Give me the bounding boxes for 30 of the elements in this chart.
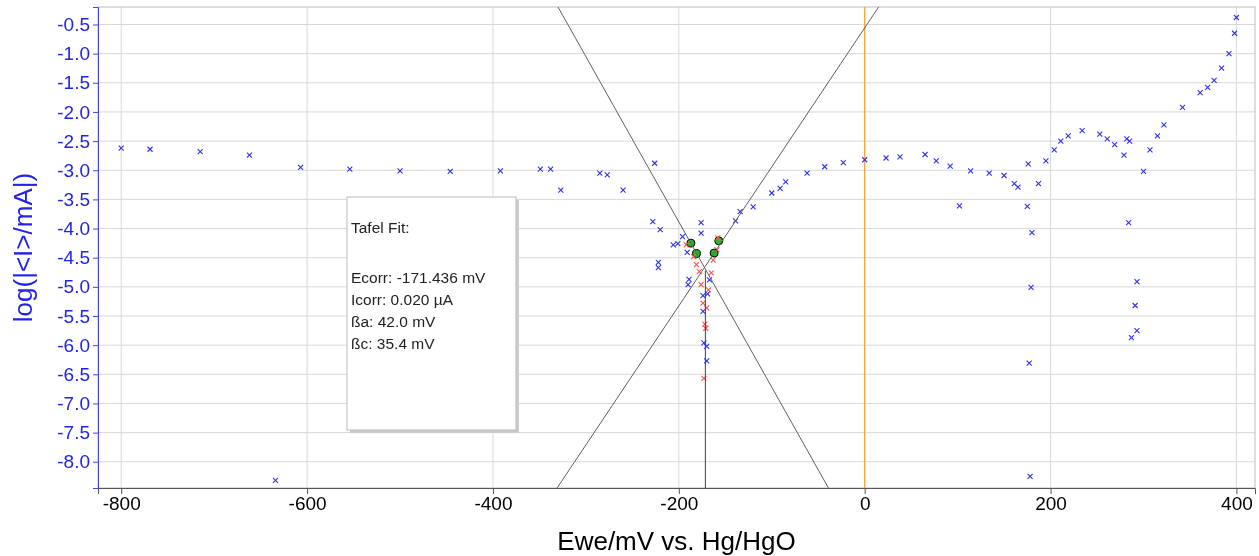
y-tick-label: -3.5 xyxy=(57,188,90,210)
y-tick-label: -6.5 xyxy=(57,363,90,385)
annotation: Tafel Fit: xyxy=(351,219,410,236)
x-tick-label: -800 xyxy=(102,493,141,515)
y-tick-label: -4.0 xyxy=(57,218,90,240)
y-tick-label: -2.0 xyxy=(57,101,90,123)
annotation: Ecorr: -171.436 mV xyxy=(351,269,487,286)
y-tick-label: -7.5 xyxy=(57,422,90,444)
y-tick-label: -2.5 xyxy=(57,130,90,152)
x-tick-label: 200 xyxy=(1035,493,1067,515)
x-tick-label: -600 xyxy=(288,493,327,515)
y-axis-title: log(|<I>/mA|) xyxy=(8,172,38,323)
y-tick-label: -1.0 xyxy=(57,43,90,65)
y-tick-label: -0.5 xyxy=(57,14,90,36)
y-tick-label: -6.0 xyxy=(57,334,90,356)
y-tick-label: -3.0 xyxy=(57,159,90,181)
y-tick-label: -5.0 xyxy=(57,276,90,298)
y-tick-label: -4.5 xyxy=(57,247,90,269)
x-tick-label: -200 xyxy=(660,493,699,515)
x-tick-label: 400 xyxy=(1221,493,1253,515)
annotation: ßa: 42.0 mV xyxy=(351,313,437,330)
annotation: ßc: 35.4 mV xyxy=(351,335,436,352)
x-axis-title: Ewe/mV vs. Hg/HgO xyxy=(557,526,796,556)
y-tick-label: -7.0 xyxy=(57,393,90,415)
y-tick-label: -1.5 xyxy=(57,72,90,94)
y-tick-label: -5.5 xyxy=(57,305,90,327)
x-tick-label: -400 xyxy=(474,493,513,515)
annotation: Icorr: 0.020 µA xyxy=(351,291,454,308)
x-tick-label: 0 xyxy=(859,493,871,515)
y-tick-label: -8.0 xyxy=(57,451,90,473)
